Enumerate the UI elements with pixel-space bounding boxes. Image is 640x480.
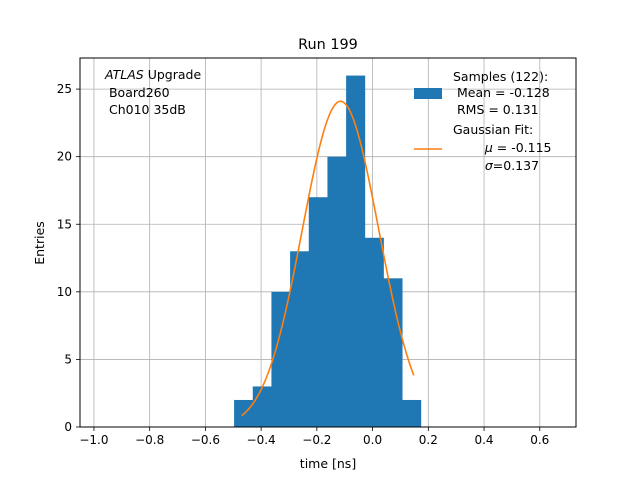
gaussian-fit-curve <box>241 100 415 417</box>
svg-text:σ=0.137: σ=0.137 <box>453 158 559 173</box>
y-tick-label-0: 0 <box>64 420 72 434</box>
atlas-annotation: ATLAS Upgrade Board260 Ch010 35dB <box>104 67 201 117</box>
histogram-bar-4 <box>308 197 328 427</box>
x-tick-label-7: 0.4 <box>474 433 493 447</box>
gaussian-fit <box>241 100 415 417</box>
annotation-board: Board260 <box>105 85 170 100</box>
chart-title: Run 199 <box>298 37 358 53</box>
x-tick-label-0: −1.0 <box>79 433 108 447</box>
svg-text:ATLAS Upgrade: ATLAS Upgrade <box>104 67 201 82</box>
svg-text:μ = -0.115: μ = -0.115 <box>453 140 571 155</box>
histogram-bar-2 <box>271 291 291 427</box>
x-tick-label-6: 0.2 <box>419 433 438 447</box>
legend-fit-mu-value: = -0.115 <box>493 140 552 155</box>
annotation-upgrade: Upgrade <box>144 67 202 82</box>
histogram-bar-3 <box>290 251 310 427</box>
y-tick-label-1: 5 <box>64 352 72 366</box>
y-tick-label-5: 25 <box>57 82 72 96</box>
histogram-bar-8 <box>383 278 403 427</box>
annotation-atlas: ATLAS <box>104 67 144 82</box>
histogram-bar-5 <box>327 156 347 427</box>
legend-samples-rms: RMS = 0.131 <box>453 102 539 117</box>
legend: Samples (122): Mean = -0.128 RMS = 0.131… <box>414 69 571 173</box>
legend-samples-mean: Mean = -0.128 <box>453 85 550 100</box>
legend-samples-swatch <box>414 88 442 99</box>
x-tick-label-8: 0.6 <box>530 433 549 447</box>
histogram-bar-7 <box>364 237 384 427</box>
y-tick-label-3: 15 <box>57 217 72 231</box>
legend-fit-sigma-value: =0.137 <box>493 158 539 173</box>
x-tick-label-1: −0.8 <box>135 433 164 447</box>
legend-fit-mu-symbol: μ <box>484 140 493 155</box>
x-axis-label: time [ns] <box>300 456 356 471</box>
legend-fit-sigma-symbol: σ <box>485 158 494 173</box>
x-tick-label-4: −0.2 <box>302 433 331 447</box>
axis-ticks: −1.0 −0.8 −0.6 −0.4 −0.2 0.0 0.2 0.4 0.6 0 5 10 15 20… <box>57 82 550 447</box>
x-tick-label-2: −0.6 <box>191 433 220 447</box>
histogram-bar-9 <box>402 399 422 427</box>
x-tick-label-5: 0.0 <box>363 433 382 447</box>
histogram-bar-6 <box>346 75 366 428</box>
annotation-channel: Ch010 35dB <box>105 102 186 117</box>
histogram-bar-1 <box>252 386 272 427</box>
legend-samples-title: Samples (122): <box>453 69 548 84</box>
legend-fit-title: Gaussian Fit: <box>453 122 533 137</box>
y-tick-label-2: 10 <box>57 285 72 299</box>
histogram-bars <box>234 75 422 428</box>
x-tick-label-3: −0.4 <box>247 433 276 447</box>
y-axis-label: Entries <box>32 221 47 265</box>
plot-frame <box>79 57 577 428</box>
y-tick-label-4: 20 <box>57 150 72 164</box>
